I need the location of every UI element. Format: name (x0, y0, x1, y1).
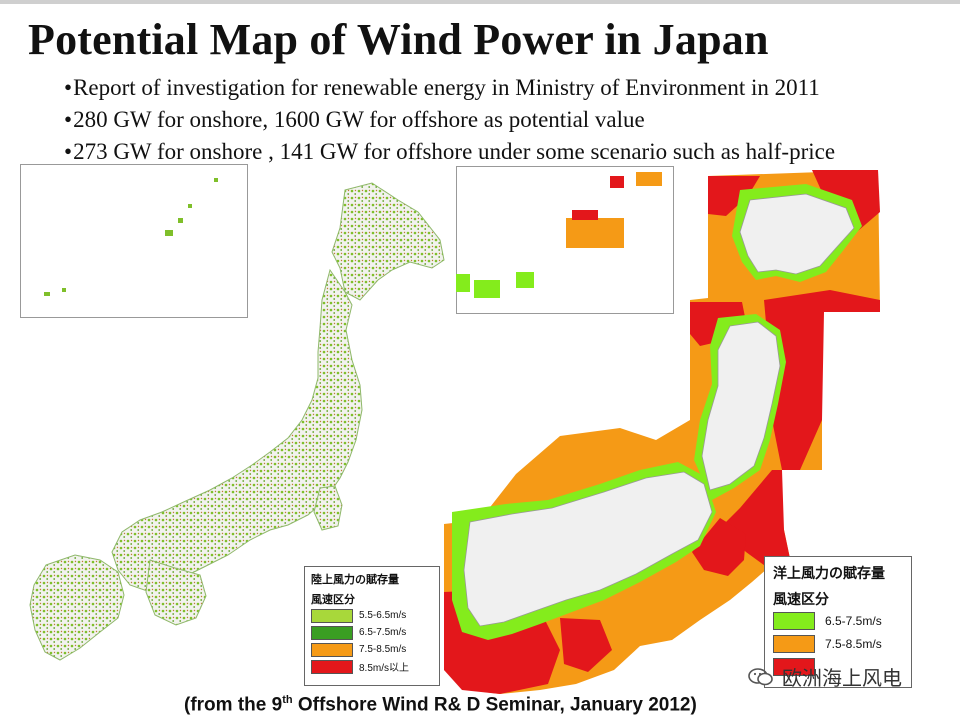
legend-label: 7.5-8.5m/s (825, 636, 882, 651)
legend-swatch (773, 634, 815, 653)
japan-onshore-map-icon (29, 182, 445, 661)
legend-label: 6.5-7.5m/s (359, 627, 407, 638)
watermark-text: 欧洲海上风电 (782, 666, 902, 690)
onshore-legend: 陸上風力の賦存量 風速区分 5.5-6.5m/s 6.5-7.5m/s 7.5-… (304, 566, 440, 686)
legend-swatch (311, 642, 353, 657)
source-text-before: (from the 9 (184, 694, 283, 716)
legend-row: 7.5-8.5m/s (305, 641, 439, 658)
legend-swatch (311, 608, 353, 623)
legend-subtitle: 風速区分 (773, 591, 829, 607)
wechat-icon (748, 667, 773, 685)
legend-swatch (311, 659, 353, 674)
legend-swatch (773, 611, 815, 630)
legend-row: 8.5m/s以上 (305, 658, 439, 675)
legend-row: 5.5-6.5m/s (305, 607, 439, 624)
source-text-after: Offshore Wind R& D Seminar, January 2012… (292, 694, 697, 716)
legend-label: 8.5m/s以上 (359, 663, 410, 674)
offshore-inset-islands-icon (456, 172, 662, 298)
legend-row: 7.5-8.5m/s (765, 632, 911, 655)
top-border-line (0, 0, 960, 4)
legend-row (765, 655, 911, 678)
legend-title: 洋上風力の賦存量 (773, 565, 885, 581)
legend-label: 7.5-8.5m/s (359, 644, 407, 655)
onshore-inset-islands-icon (44, 178, 218, 296)
legend-label: 5.5-6.5m/s (359, 610, 407, 621)
legend-title: 陸上風力の賦存量 (311, 574, 399, 586)
onshore-inset-map (20, 164, 248, 318)
legend-row: 6.5-7.5m/s (305, 624, 439, 641)
bullet-item: 273 GW for onshore , 141 GW for offshore… (64, 136, 835, 168)
bullet-item: 280 GW for onshore, 1600 GW for offshore… (64, 104, 835, 136)
source-ordinal: th (282, 694, 293, 706)
slide-title: Potential Map of Wind Power in Japan (28, 15, 769, 64)
legend-row: 6.5-7.5m/s (765, 609, 911, 632)
bullet-list: Report of investigation for renewable en… (64, 72, 835, 168)
legend-label: 6.5-7.5m/s (825, 613, 882, 628)
watermark: 欧洲海上风电 (748, 662, 902, 691)
source-note: (from the 9th Offshore Wind R& D Seminar… (184, 694, 697, 716)
legend-subtitle: 風速区分 (311, 594, 355, 606)
bullet-item: Report of investigation for renewable en… (64, 72, 835, 104)
legend-swatch (311, 625, 353, 640)
legend-swatch (773, 657, 815, 676)
offshore-legend: 洋上風力の賦存量 風速区分 6.5-7.5m/s 7.5-8.5m/s (764, 556, 912, 688)
